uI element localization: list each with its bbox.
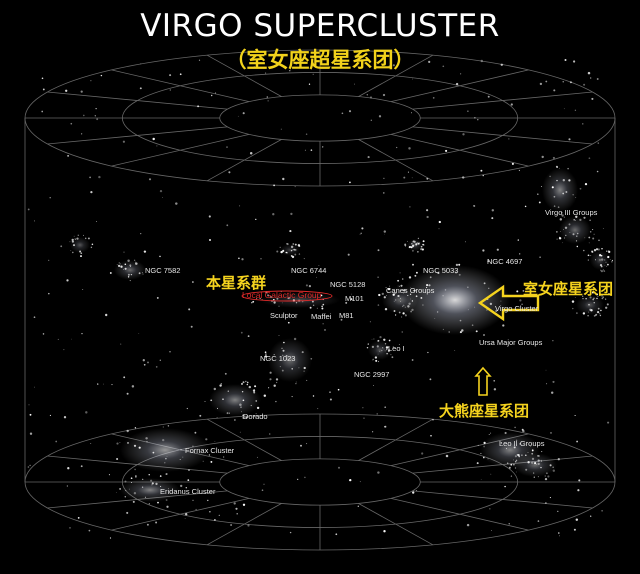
label-dorado: Dorado	[243, 412, 268, 421]
label-virgo-cluster: Virgo Cluster	[495, 304, 539, 313]
label-ngc-7582: NGC 7582	[145, 266, 181, 275]
label-leo-i: Leo I	[388, 344, 405, 353]
ursa-major-arrow	[474, 366, 492, 396]
label-ngc-1023: NGC 1023	[260, 354, 296, 363]
annotation-ursa-major: 大熊座星系团	[439, 402, 530, 420]
label-leo-ii-groups: Leo II Groups	[499, 439, 545, 448]
label-ursa-major-groups: Ursa Major Groups	[479, 338, 543, 347]
label-m101: M101	[345, 294, 364, 303]
label-sculptor: Sculptor	[270, 311, 298, 320]
label-canes-groups: Canes Groups	[386, 286, 435, 295]
label-fornax-cluster: Fornax Cluster	[185, 446, 235, 455]
label-ngc-6744: NGC 6744	[291, 266, 327, 275]
label-eridanus-cluster: Eridanus Cluster	[160, 487, 216, 496]
label-ngc-5033: NGC 5033	[423, 266, 459, 275]
page-subtitle: （室女座超星系团）	[225, 48, 415, 72]
page-title: VIRGO SUPERCLUSTER	[140, 8, 500, 44]
label-virgo-iii-groups: Virgo III Groups	[545, 208, 598, 217]
label-maffei: Maffei	[311, 312, 332, 321]
local-group-marker	[241, 290, 333, 302]
label-ngc-5128: NGC 5128	[330, 280, 366, 289]
virgo-arrow	[477, 284, 540, 322]
annotation-virgo-cluster: 室女座星系团	[523, 280, 614, 298]
label-ngc-2997: NGC 2997	[354, 370, 390, 379]
label-m81: M81	[339, 311, 354, 320]
label-ngc-4697: NGC 4697	[487, 257, 523, 266]
label-local-galactic-group: Local Galactic Group	[242, 290, 322, 300]
annotation-local-group: 本星系群	[206, 274, 267, 292]
